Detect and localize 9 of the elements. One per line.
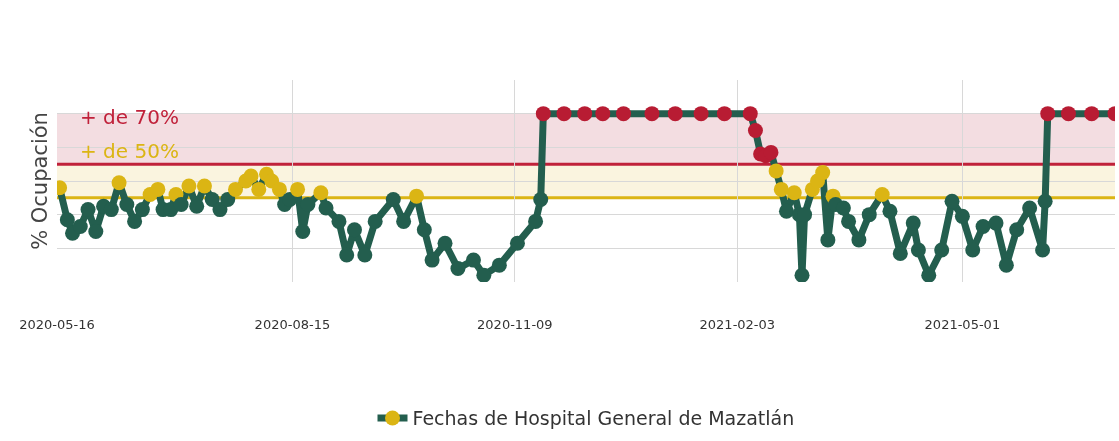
ref-line-label: + de 70% bbox=[80, 105, 179, 129]
y-axis-title: % Ocupación bbox=[28, 112, 53, 250]
x-tick-label: 2020-11-09 bbox=[477, 317, 553, 332]
legend-label: Fechas de Hospital General de Mazatlán bbox=[412, 407, 795, 430]
x-tick-label: 2021-05-01 bbox=[924, 317, 1001, 332]
x-tick-label: 2020-08-15 bbox=[254, 317, 331, 332]
ref-line-label: + de 50% bbox=[80, 139, 179, 163]
x-tick-label: 2020-05-16 bbox=[19, 317, 95, 332]
x-tick-label: 2021-02-03 bbox=[699, 317, 776, 332]
